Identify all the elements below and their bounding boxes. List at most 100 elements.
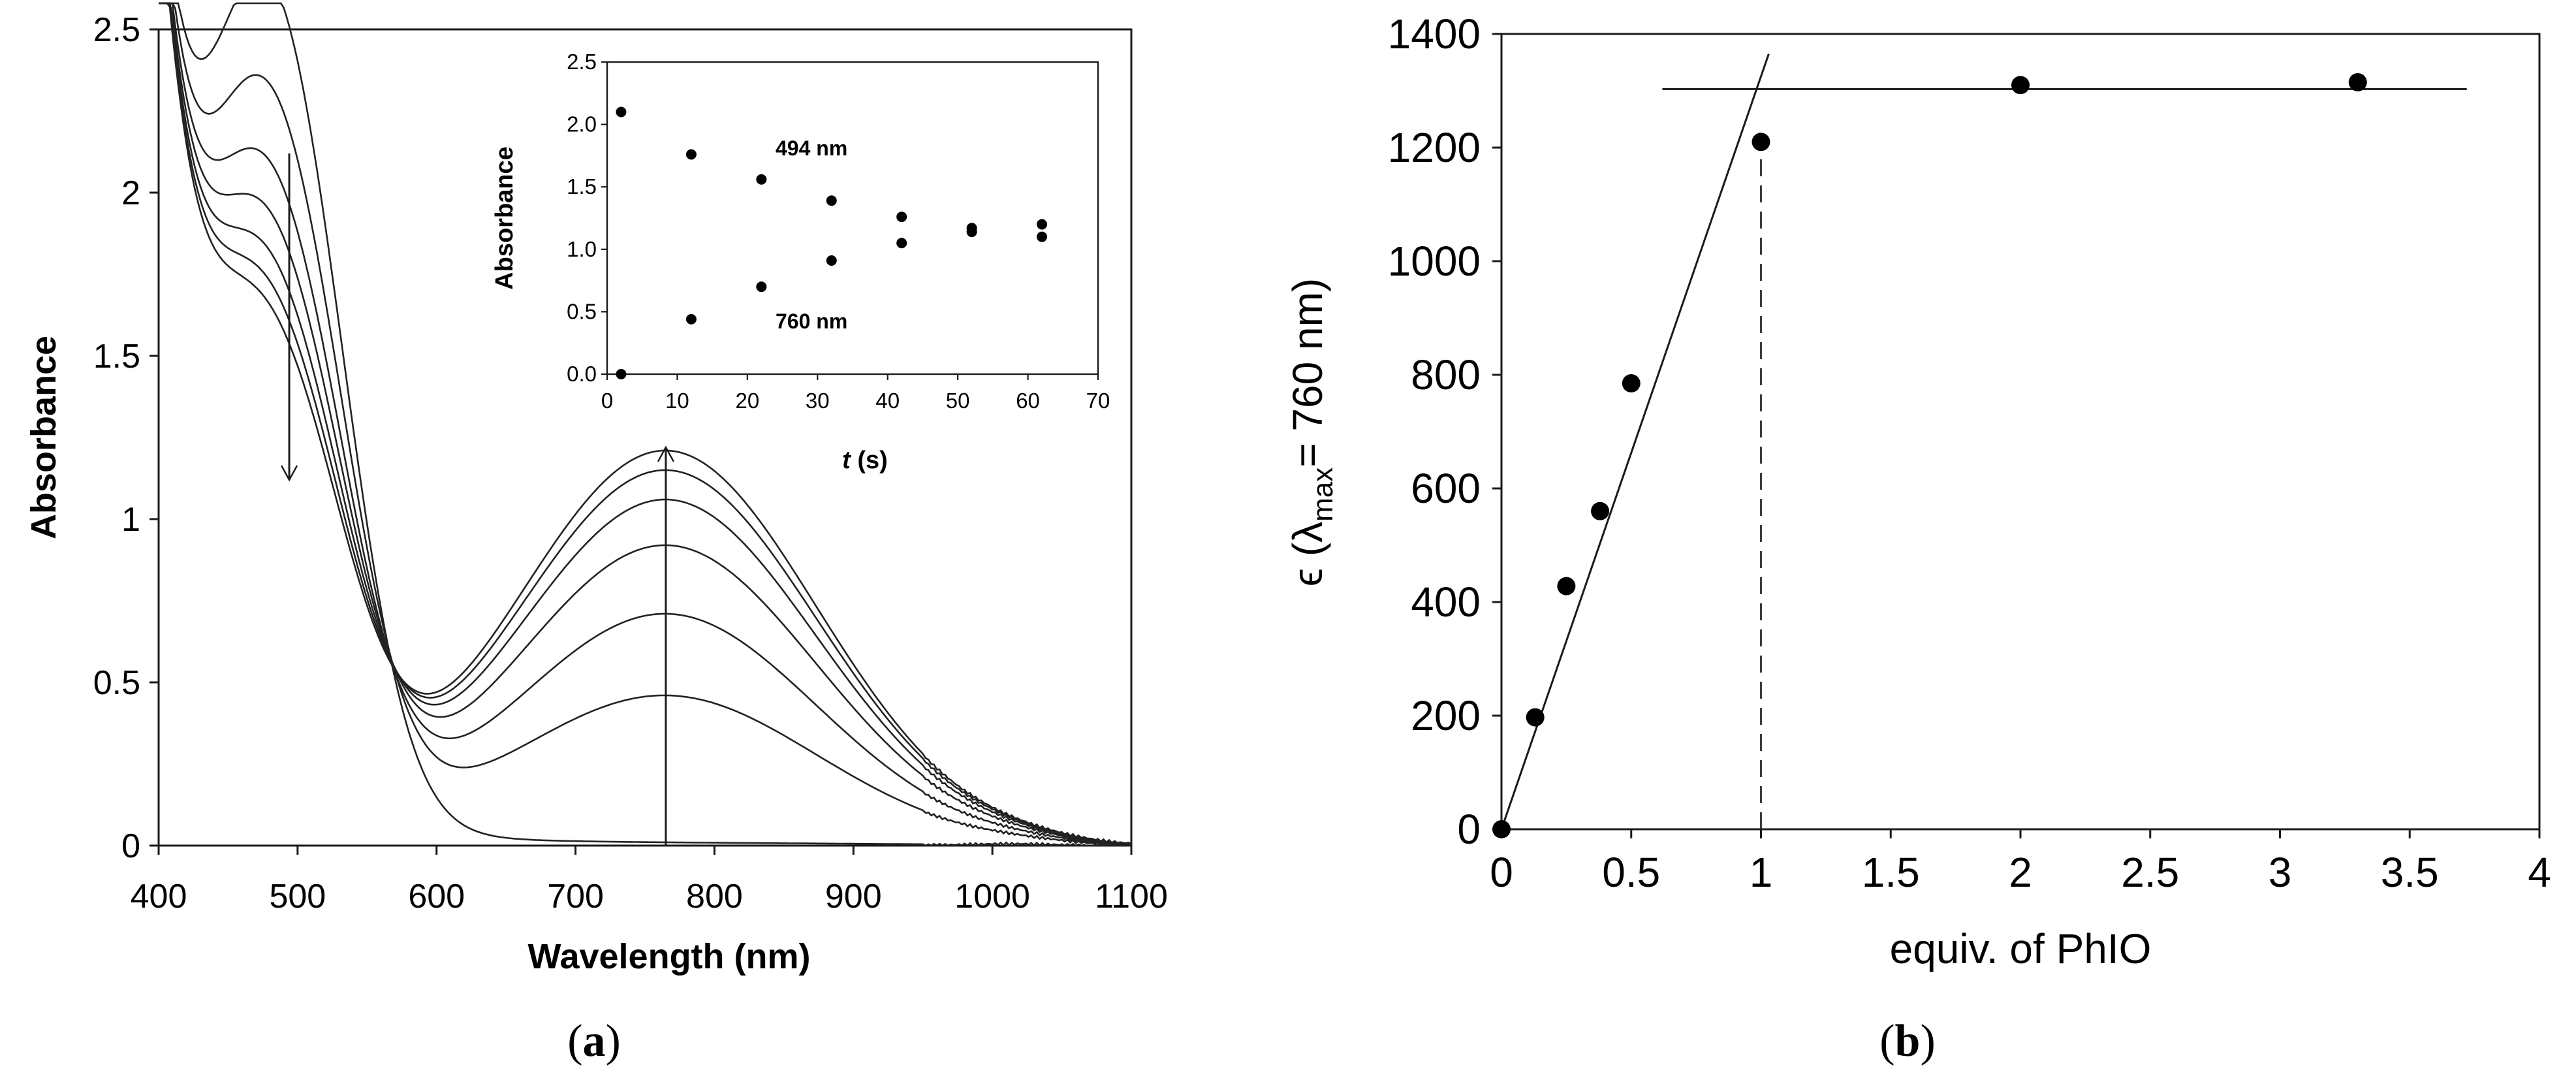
inset-x-tick-label: 20 [735, 389, 759, 413]
inset-label-760nm: 760 nm [776, 310, 847, 333]
inset-point-494nm [896, 212, 907, 223]
inset-x-tick-label: 40 [875, 389, 900, 413]
spectrum-trace-7 [159, 2, 1132, 846]
panel-a-y-tick-label: 1 [121, 501, 140, 539]
panel-b-x-tick-label: 0 [1490, 849, 1513, 896]
panel-a-x-tick-label: 1000 [954, 878, 1030, 915]
panel-b-y-tick-label: 1200 [1388, 124, 1481, 171]
panel-b-y-tick-label: 0 [1457, 806, 1481, 853]
panel-a-x-tick-label: 800 [686, 878, 743, 915]
panel-b-x-tick-label: 1.5 [1862, 849, 1920, 896]
inset-x-tick-label: 50 [946, 389, 970, 413]
panel-a-spectra [159, 2, 1132, 847]
inset-point-494nm [616, 106, 627, 118]
panel-a-x-tick-label: 1100 [1095, 878, 1168, 915]
panel-b-x-axis-title: equiv. of PhIO [1890, 925, 2152, 972]
y-title-subscript-max: max [1307, 468, 1339, 522]
panel-b-y-tick-label: 400 [1411, 579, 1481, 626]
spectrum-trace-2 [159, 2, 1132, 847]
panel-a-y-tick-label: 0.5 [93, 664, 140, 702]
panel-a-label-letter: a [583, 1016, 606, 1066]
inset-x-axis-title: t (s) [842, 447, 888, 474]
spectrum-trace-5 [159, 2, 1132, 846]
panel-b-y-tick-label: 1400 [1388, 10, 1481, 57]
panel-b-plot-frame [1500, 33, 2541, 831]
panel-b-y-axis-title: ϵ (λmax= 760 nm) [1284, 278, 1339, 586]
inset-plot-frame [606, 61, 1099, 375]
panel-b-chart: 0 200 400 600 800 1000 1200 1400 0 0.5 1 1.5 2 2.5 3 3… [1284, 10, 2551, 972]
panel-b-label-close: ) [1920, 1016, 1935, 1066]
panel-b-x-tick-label: 1 [1750, 849, 1773, 896]
inset-y-tick-label: 2.0 [567, 112, 597, 136]
y-title-wavelength: = 760 nm) [1284, 278, 1331, 468]
panel-b-data-point [2011, 76, 2030, 95]
panel-b-x-tick-label: 4 [2528, 849, 2551, 896]
y-title-epsilon-lambda: ϵ (λ [1284, 522, 1331, 586]
panel-a-y-tick-label: 2 [121, 174, 140, 212]
panel-a-label-open: ( [567, 1016, 582, 1066]
panel-a-x-tick-label: 900 [825, 878, 882, 915]
panel-a-arrow-head-down [281, 465, 298, 482]
panel-a-y-tick-label: 0 [121, 827, 140, 865]
panel-b-x-tick-label: 2 [2009, 849, 2032, 896]
inset-point-494nm [826, 195, 837, 206]
inset-point-494nm [685, 149, 697, 160]
inset-point-760nm [756, 281, 767, 293]
panel-b-y-tick-label: 1000 [1388, 238, 1481, 285]
panel-b-data-point [1591, 501, 1610, 520]
panel-b-x-tick-label: 2.5 [2121, 849, 2179, 896]
panel-a-plot-frame [157, 28, 1133, 847]
inset-label-494nm: 494 nm [776, 136, 847, 160]
inset-x-title-italic: t [842, 447, 851, 474]
inset-x-tick-label: 0 [601, 389, 613, 413]
panel-a-inset-chart: 0.0 0.5 1.0 1.5 2.0 2.5 0 10 20 30 40 50 60 70 494 n… [491, 50, 1110, 474]
panel-a-y-axis-title: Absorbance [24, 336, 63, 539]
inset-y-ticks: 0.0 0.5 1.0 1.5 2.0 2.5 [567, 50, 607, 386]
panel-b-x-tick-label: 0.5 [1602, 849, 1660, 896]
panel-a-y-tick-label: 2.5 [93, 11, 140, 49]
panel-b-x-ticks: 0 0.5 1 1.5 2 2.5 3 3.5 4 [1490, 829, 2551, 896]
inset-point-494nm [756, 174, 767, 185]
panel-b-data-point [1526, 708, 1545, 727]
spectrum-trace-4 [159, 2, 1132, 846]
inset-point-760nm [826, 255, 837, 266]
panel-b-data-point [1557, 577, 1576, 596]
inset-x-ticks: 0 10 20 30 40 50 60 70 [601, 374, 1110, 413]
inset-point-760nm [685, 313, 697, 325]
panel-b-fit-line-linear-rise [1500, 53, 1770, 830]
panel-a-label-close: ) [606, 1016, 621, 1066]
panel-b-data-point [1492, 820, 1511, 838]
panel-b-x-tick-label: 3.5 [2381, 849, 2439, 896]
inset-x-tick-label: 10 [665, 389, 689, 413]
spectrum-trace-6 [159, 2, 1132, 846]
panel-b-label-letter: b [1895, 1016, 1921, 1066]
panel-a-arrows [281, 153, 674, 846]
inset-y-axis-title: Absorbance [491, 146, 518, 290]
inset-data-points [616, 106, 1048, 379]
panel-a-y-tick-label: 1.5 [93, 338, 140, 375]
inset-x-tick-label: 30 [806, 389, 830, 413]
panel-a-x-axis-title: Wavelength (nm) [527, 937, 810, 976]
panel-a-chart: 00.511.522.5 400 500 600 700 800 900 1000 1100 … [24, 2, 1168, 976]
panel-b-label-open: ( [1879, 1016, 1894, 1066]
inset-y-tick-label: 0.5 [567, 299, 597, 323]
inset-point-760nm [896, 238, 907, 249]
panel-a-y-ticks: 0 0.5 1 1.5 2 2.5 [93, 11, 159, 865]
inset-x-title-rest: (s) [851, 447, 888, 474]
panel-b-y-tick-label: 600 [1411, 465, 1481, 512]
panel-b-y-tick-label: 800 [1411, 351, 1481, 398]
panel-b-y-ticks: 0 200 400 600 800 1000 1200 1400 [1388, 10, 1501, 853]
panel-b-fit-lines [1500, 53, 2467, 830]
panel-b-x-tick-label: 3 [2269, 849, 2292, 896]
panel-a-label: (a) [567, 1016, 621, 1066]
panel-a-x-tick-label: 700 [547, 878, 604, 915]
inset-y-tick-label: 1.5 [567, 174, 597, 199]
panel-a-x-tick-label: 600 [408, 878, 465, 915]
panel-b-label: (b) [1879, 1016, 1936, 1066]
panel-b-data-point [2348, 72, 2367, 91]
inset-y-tick-label: 1.0 [567, 237, 597, 261]
inset-point-494nm [1037, 219, 1048, 230]
panel-b-data-point [1751, 133, 1770, 151]
panel-b-data-points [1492, 72, 2367, 838]
